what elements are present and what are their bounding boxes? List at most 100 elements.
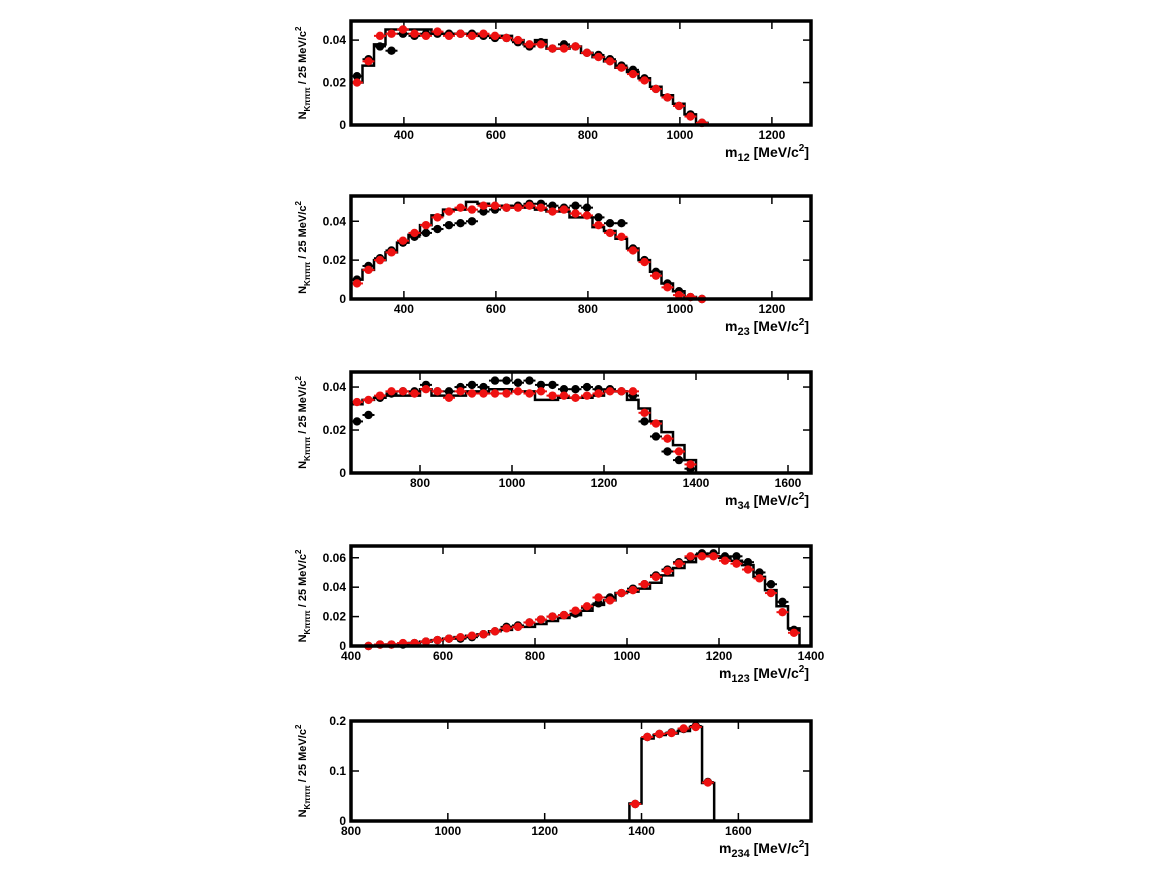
x-axis-label: m123 [MeV/c2]	[719, 664, 809, 685]
data-point-red	[605, 57, 615, 66]
data-point-red	[513, 203, 523, 212]
data-point-black	[594, 599, 603, 608]
data-point-red	[743, 565, 753, 574]
y-tick-label: 0.04	[323, 580, 347, 594]
data-point-red	[548, 44, 557, 53]
x-axis-label: m12 [MeV/c2]	[725, 143, 809, 164]
data-point-red	[352, 279, 362, 288]
x-tick-label: 800	[410, 476, 430, 490]
histogram-step	[349, 387, 811, 475]
data-point-black	[387, 46, 396, 55]
data-point-red	[651, 84, 661, 94]
data-point-red	[513, 622, 523, 632]
data-point-red	[398, 387, 408, 396]
data-point-red	[433, 213, 442, 222]
plot-frame	[349, 370, 813, 475]
plot-frame	[349, 19, 813, 127]
data-point-red	[732, 559, 741, 568]
data-point-red	[605, 596, 615, 605]
data-point-red	[456, 29, 465, 38]
data-point-red	[548, 391, 557, 400]
data-point-red	[364, 57, 373, 66]
data-point-red	[421, 31, 431, 41]
x-tick-label: 1000	[434, 824, 461, 838]
data-point-black	[352, 417, 362, 426]
data-point-red	[617, 588, 626, 598]
data-point-red	[421, 220, 431, 230]
data-point-red	[697, 552, 707, 561]
data-point-red	[444, 31, 454, 41]
x-tick-label: 800	[525, 649, 545, 663]
data-point-red	[525, 618, 534, 627]
data-point-black	[755, 568, 764, 577]
data-point-red	[467, 389, 477, 398]
data-point-red	[643, 732, 652, 742]
data-point-red	[375, 391, 385, 400]
data-point-black	[743, 557, 753, 567]
data-point-black	[364, 410, 373, 420]
data-point-red	[605, 228, 615, 238]
data-point-red	[628, 246, 638, 255]
data-point-red	[640, 76, 649, 85]
data-point-red	[640, 580, 649, 589]
x-tick-label: 1000	[667, 302, 694, 316]
data-point-black	[352, 71, 362, 81]
data-point-red	[410, 389, 419, 398]
x-tick-label: 1200	[531, 824, 558, 838]
y-tick-label: 0	[339, 118, 346, 132]
data-point-red	[663, 434, 672, 443]
data-point-red	[628, 585, 638, 595]
data-point-red	[433, 387, 442, 396]
data-point-red	[525, 389, 534, 398]
data-point-red	[548, 612, 557, 621]
data-point-red	[410, 29, 419, 38]
data-point-red	[502, 203, 511, 212]
data-point-red	[594, 220, 603, 230]
data-point-black	[467, 217, 477, 226]
data-point-black	[375, 42, 385, 51]
data-point-black	[571, 201, 580, 210]
data-point-red	[691, 722, 700, 732]
data-point-red	[628, 69, 638, 79]
data-point-red	[674, 101, 684, 111]
data-point-red	[663, 93, 672, 102]
data-point-black	[571, 384, 580, 394]
data-point-red	[582, 602, 592, 611]
data-point-red	[559, 205, 569, 214]
data-point-red	[421, 384, 431, 394]
y-axis-label: NKπππ / 25 MeV/c2	[294, 549, 312, 642]
data-point-red	[375, 31, 385, 41]
data-point-red	[456, 203, 465, 212]
data-point-red	[433, 27, 442, 36]
data-point-red	[766, 588, 776, 598]
data-point-red	[651, 419, 661, 428]
y-tick-label: 0.2	[329, 714, 346, 728]
data-point-black	[651, 432, 661, 441]
data-point-red	[559, 610, 569, 620]
panel-1: 400 600 800 1000 1200 0 0.02 0.04 m12 [MeV/c2] NK…	[294, 19, 813, 164]
data-point-black	[479, 382, 488, 392]
data-point-red	[364, 395, 373, 405]
data-point-red	[387, 248, 396, 257]
data-point-red	[525, 40, 534, 49]
data-point-black	[548, 201, 557, 210]
data-point-red	[444, 393, 454, 402]
data-point-red	[536, 615, 546, 624]
x-tick-label: 1000	[667, 128, 694, 142]
data-point-red	[456, 632, 465, 642]
data-point-red	[387, 387, 396, 396]
x-tick-label: 1200	[759, 128, 786, 142]
data-point-red	[490, 627, 500, 636]
data-point-red	[674, 559, 684, 568]
y-tick-label: 0.02	[323, 423, 347, 437]
data-point-black	[490, 376, 500, 385]
data-point-red	[663, 283, 672, 292]
y-tick-label: 0	[339, 814, 346, 828]
data-point-red	[571, 393, 580, 402]
data-point-black	[444, 220, 454, 230]
data-point-red	[421, 637, 431, 646]
x-tick-label: 1400	[683, 476, 710, 490]
data-point-red	[628, 387, 638, 396]
plot-frame	[349, 719, 813, 823]
panel-2: 400 600 800 1000 1200 0 0.02 0.04 m23 [MeV/c2] NK…	[294, 194, 813, 338]
